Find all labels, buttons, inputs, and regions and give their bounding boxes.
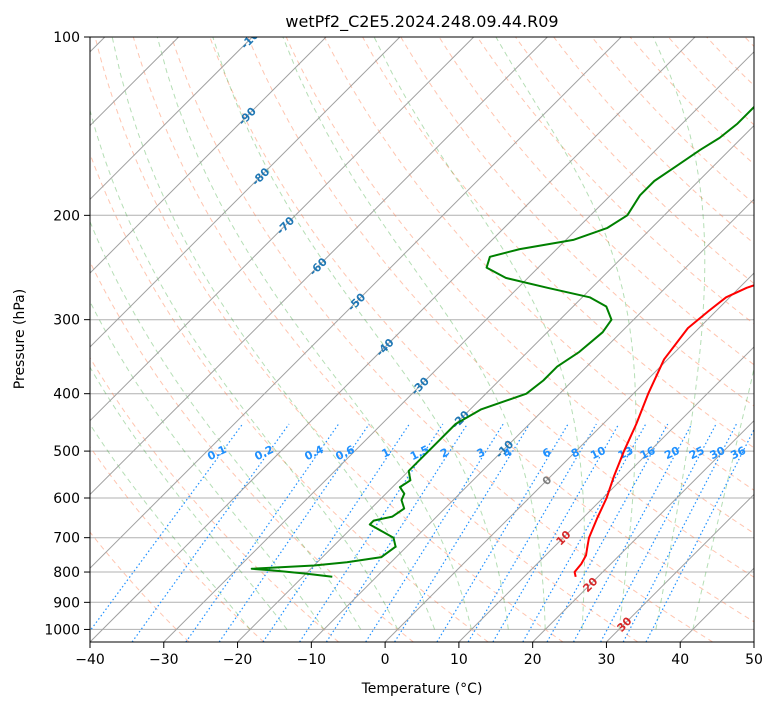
dewpoint-profile-line <box>250 105 754 578</box>
x-tick-label: 30 <box>598 652 616 668</box>
plot-area: -100-90-80-70-60-50-40-30-20-10010203040… <box>90 37 754 642</box>
isotherm-line <box>532 419 754 642</box>
dry-adiabat-line <box>90 260 414 642</box>
y-tick-label: 600 <box>53 491 80 507</box>
y-tick-label: 1000 <box>44 622 80 638</box>
isotherm-line <box>237 124 754 642</box>
mixing-ratio-label: 20 <box>662 444 682 463</box>
mixing-ratio-line <box>185 423 340 642</box>
plot-frame <box>89 36 755 643</box>
y-tick-label: 500 <box>53 444 80 460</box>
y-tick-label: 400 <box>53 387 80 403</box>
dry-adiabat-line <box>209 37 754 623</box>
isotherms <box>90 37 754 642</box>
moist-adiabat-line <box>373 37 586 630</box>
y-tick-label: 100 <box>53 30 80 46</box>
x-tick-label: 10 <box>450 652 468 668</box>
isotherm-line <box>310 198 754 642</box>
isotherm-line <box>163 51 754 642</box>
mixing-ratio-line <box>436 423 569 642</box>
temperature-profile-line <box>573 284 754 578</box>
dry-adiabat-line <box>94 37 564 642</box>
mixing-ratio-line <box>90 423 244 632</box>
mixing-ratio-line <box>572 423 693 642</box>
mixing-ratio-line <box>600 423 717 642</box>
y-tick-label: 200 <box>53 208 80 224</box>
moist-adiabat-line <box>111 37 436 630</box>
dry-adiabat-line <box>90 531 190 642</box>
x-tick-label: 0 <box>381 652 390 668</box>
moist-adiabat-line <box>495 37 637 630</box>
mixing-ratio-line <box>365 423 504 642</box>
isotherm-line <box>90 37 696 642</box>
chart-title: wetPf2_C2E5.2024.248.09.44.R09 <box>285 12 558 32</box>
y-axis-ticks: 100 200 300 400 500 600 700 800 900 1000 <box>44 30 90 638</box>
sounding-series <box>250 105 754 578</box>
x-tick-label: −20 <box>223 652 253 668</box>
mixing-ratio-label: 16 <box>638 444 658 463</box>
dry-adiabat-line <box>247 37 754 578</box>
x-tick-label: 20 <box>524 652 542 668</box>
x-tick-label: −30 <box>149 652 179 668</box>
moist-adiabat-line <box>652 37 706 630</box>
mixing-ratio-label: 10 <box>588 444 608 463</box>
y-tick-label: 800 <box>53 565 80 581</box>
x-axis-ticks: −40 −30 −20 −10 0 10 20 30 40 50 <box>75 642 763 668</box>
mixing-ratio-line <box>645 428 754 642</box>
x-tick-label: −10 <box>297 652 327 668</box>
x-tick-label: 40 <box>671 652 689 668</box>
mixing-ratio-label: 36 <box>729 444 749 463</box>
isotherm-line <box>90 37 475 422</box>
moist-adiabat-line <box>156 37 472 630</box>
y-tick-label: 700 <box>53 531 80 547</box>
isotherm-line <box>90 37 622 569</box>
y-tick-label: 900 <box>53 595 80 611</box>
pressure-gridlines <box>90 37 754 630</box>
isotherm-line <box>458 346 754 642</box>
moist-adiabat-line <box>692 366 754 630</box>
moist-adiabat-line <box>90 423 251 630</box>
isotherm-line <box>90 37 327 274</box>
mixing-ratio-line <box>218 423 370 642</box>
x-tick-label: 50 <box>745 652 763 668</box>
mixing-ratio-line <box>546 423 669 642</box>
mixing-ratio-label: 25 <box>687 444 706 462</box>
dry-adiabat-line <box>400 37 754 407</box>
mixing-ratio-line <box>522 423 647 642</box>
x-tick-label: −40 <box>75 652 105 668</box>
mixing-ratio-line <box>131 423 290 642</box>
mixing-ratio-line <box>325 423 468 642</box>
y-tick-label: 300 <box>53 313 80 329</box>
mixing-ratio-line <box>394 423 531 642</box>
moist-adiabat-line <box>90 108 399 630</box>
mixing-ratio-label: 30 <box>708 444 728 463</box>
moist-adiabat-line <box>90 220 362 630</box>
dry-adiabat-line <box>132 37 639 642</box>
x-axis-title: Temperature (°C) <box>361 681 483 697</box>
isotherm-line <box>90 37 401 348</box>
isotherm-line <box>384 272 754 642</box>
dry-adiabat-line <box>90 356 339 642</box>
isotherm-line <box>90 37 548 496</box>
y-axis-title: Pressure (hPa) <box>12 289 28 389</box>
isotherm-line <box>90 37 253 201</box>
moist-adiabat-line <box>282 37 546 630</box>
dry-adiabat-line <box>438 37 754 366</box>
isotherm-line <box>606 493 754 642</box>
dry-adiabat-line <box>323 37 754 491</box>
moist-adiabats <box>90 37 754 630</box>
dry-adiabats <box>90 37 754 642</box>
